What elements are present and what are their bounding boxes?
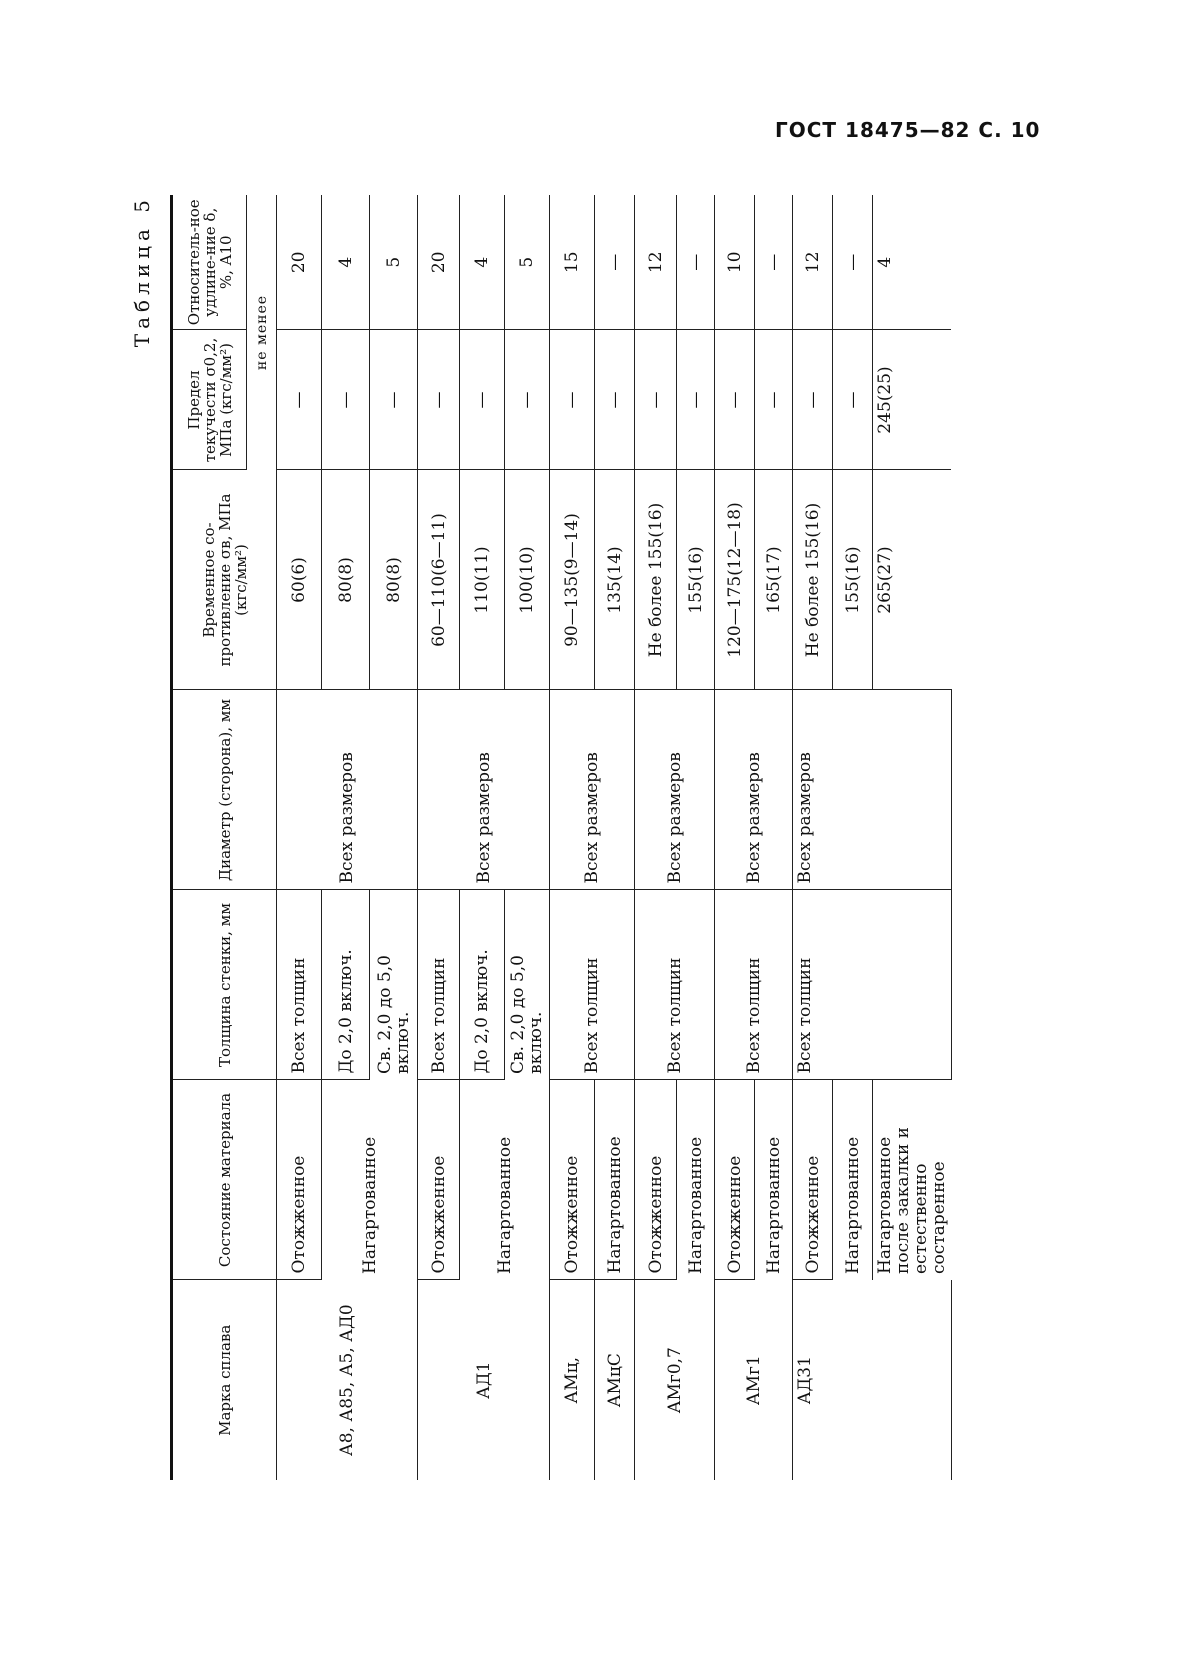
- col-yield: Предел текучести σ0,2, МПа (кгс/мм²): [171, 330, 247, 470]
- thickness: Всех толщин: [714, 890, 793, 1080]
- grade: АД31: [792, 1280, 951, 1480]
- thickness: Всех толщин: [792, 890, 951, 1080]
- elongation: 12: [792, 195, 833, 330]
- grade: АМцС: [594, 1280, 635, 1480]
- elongation: 12: [634, 195, 677, 330]
- col-elongation: Относитель-ное удлине-ние δ, %, A10: [171, 195, 247, 330]
- elongation: 4: [872, 195, 951, 330]
- state: Отожженное: [792, 1080, 833, 1280]
- tensile: Не более 155(16): [634, 470, 677, 690]
- tensile: 155(16): [832, 470, 873, 690]
- elongation: 15: [549, 195, 595, 330]
- state: Отожженное: [276, 1080, 322, 1280]
- yield: —: [634, 330, 677, 470]
- tensile: 155(16): [676, 470, 715, 690]
- col-diameter: Диаметр (сторона), мм: [171, 690, 277, 890]
- elongation: 10: [714, 195, 755, 330]
- tensile: 165(17): [754, 470, 793, 690]
- yield: —: [459, 330, 505, 470]
- thickness: Всех толщин: [634, 890, 715, 1080]
- yield: —: [714, 330, 755, 470]
- table-row: АД31 Отожженное Всех толщин Всех размеро…: [792, 195, 951, 1480]
- col-tensile: Временное со-противление σв, МПа (кгс/мм…: [171, 470, 277, 690]
- diameter: Всех размеров: [634, 690, 715, 890]
- rotated-table-block: Таблица 5 Марка сплава Состояние материа…: [130, 195, 952, 1480]
- thickness: Св. 2,0 до 5,0 включ.: [504, 890, 550, 1080]
- not-less-label: не менее: [246, 195, 277, 470]
- diameter: Всех размеров: [714, 690, 793, 890]
- col-thickness: Толщина стенки, мм: [171, 890, 277, 1080]
- table-row: АМг1 Отожженное Всех толщин Всех размеро…: [714, 195, 793, 1480]
- state: Отожженное: [417, 1080, 460, 1280]
- tensile: 60—110(6—11): [417, 470, 460, 690]
- grade: АМг1: [714, 1280, 793, 1480]
- yield: —: [594, 330, 635, 470]
- yield: —: [549, 330, 595, 470]
- elongation: —: [754, 195, 793, 330]
- yield: —: [504, 330, 550, 470]
- tensile: 80(8): [321, 470, 370, 690]
- elongation: 4: [459, 195, 505, 330]
- yield: —: [321, 330, 370, 470]
- thickness: Всех толщин: [276, 890, 322, 1080]
- tensile: 100(10): [504, 470, 550, 690]
- yield: —: [676, 330, 715, 470]
- elongation: 5: [504, 195, 550, 330]
- yield: —: [754, 330, 793, 470]
- elongation: —: [594, 195, 635, 330]
- thickness: Всех толщин: [417, 890, 460, 1080]
- thickness: Св. 2,0 до 5,0 включ.: [369, 890, 418, 1080]
- state: Нагартованное: [832, 1080, 873, 1280]
- state: Нагартованное: [594, 1080, 635, 1280]
- state: Нагартованное: [754, 1080, 793, 1280]
- table-row: А8, А85, А5, АД0 Отожженное Всех толщин …: [276, 195, 418, 1480]
- state: Отожженное: [634, 1080, 677, 1280]
- state: Отожженное: [714, 1080, 755, 1280]
- grade: АМг0,7: [634, 1280, 715, 1480]
- table-row: АМц, Отожженное Всех толщин Всех размеро…: [549, 195, 635, 1480]
- yield: —: [417, 330, 460, 470]
- diameter: Всех размеров: [549, 690, 635, 890]
- diameter: Всех размеров: [792, 690, 951, 890]
- elongation: —: [676, 195, 715, 330]
- table-row: АМг0,7 Отожженное Всех толщин Всех разме…: [634, 195, 715, 1480]
- yield: —: [276, 330, 322, 470]
- table-caption: Таблица 5: [130, 195, 154, 348]
- state: Нагартованное после закалки и естественн…: [875, 1126, 949, 1274]
- col-grade: Марка сплава: [171, 1280, 277, 1480]
- elongation: 20: [417, 195, 460, 330]
- yield: —: [832, 330, 873, 470]
- yield: 245(25): [872, 330, 951, 470]
- properties-table: Марка сплава Состояние материала Толщина…: [170, 195, 952, 1480]
- tensile: 110(11): [459, 470, 505, 690]
- thickness: Всех толщин: [549, 890, 635, 1080]
- diameter: Всех размеров: [276, 690, 418, 890]
- yield: —: [369, 330, 418, 470]
- diameter: Всех размеров: [417, 690, 550, 890]
- state: Нагартованное: [676, 1080, 715, 1280]
- table-row: АД1 Отожженное Всех толщин Всех размеров…: [417, 195, 550, 1480]
- col-state: Состояние материала: [171, 1080, 277, 1280]
- tensile: 120—175(12—18): [714, 470, 755, 690]
- state: Нагартованное: [459, 1080, 550, 1280]
- page-header: ГОСТ 18475—82 С. 10: [775, 118, 1041, 142]
- tensile: Не более 155(16): [792, 470, 833, 690]
- elongation: —: [832, 195, 873, 330]
- tensile: 135(14): [594, 470, 635, 690]
- tensile: 80(8): [369, 470, 418, 690]
- grade: А8, А85, А5, АД0: [276, 1280, 418, 1480]
- thickness: До 2,0 включ.: [321, 890, 370, 1080]
- state: Отожженное: [549, 1080, 595, 1280]
- thickness: До 2,0 включ.: [459, 890, 505, 1080]
- elongation: 20: [276, 195, 322, 330]
- elongation: 5: [369, 195, 418, 330]
- yield: —: [792, 330, 833, 470]
- tensile: 60(6): [276, 470, 322, 690]
- elongation: 4: [321, 195, 370, 330]
- grade: АМц,: [549, 1280, 595, 1480]
- state: Нагартованное: [321, 1080, 418, 1280]
- tensile: 265(27): [872, 470, 951, 690]
- grade: АД1: [417, 1280, 550, 1480]
- tensile: 90—135(9—14): [549, 470, 595, 690]
